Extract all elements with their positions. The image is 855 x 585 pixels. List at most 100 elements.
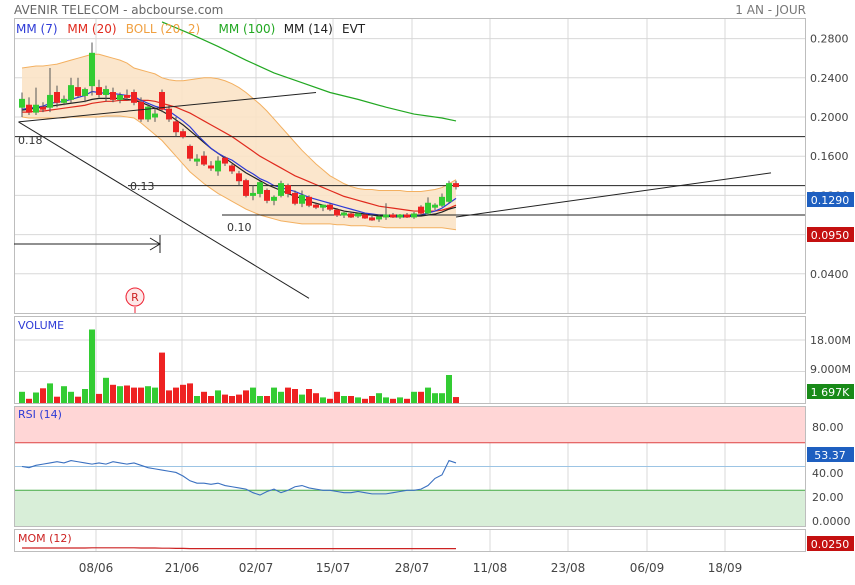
volume-bar [194, 396, 200, 403]
candle-body [173, 121, 179, 133]
chart-title: AVENIR TELECOM - abcbourse.com [14, 3, 223, 17]
volume-bar [257, 396, 263, 403]
candle-body [222, 157, 228, 164]
date-tick-label: 23/08 [551, 561, 586, 575]
candle-body [348, 213, 354, 218]
legend-item: MM (100) [219, 22, 276, 36]
event-marker-label: R [131, 291, 139, 304]
volume-value: 1 697K [811, 386, 850, 399]
candle-body [187, 145, 193, 159]
price-axis: 0.28000.24000.20000.16000.12000.08000.04… [810, 33, 849, 281]
volume-bar [187, 383, 193, 403]
volume-bar [222, 394, 228, 403]
volume-bar [341, 396, 347, 403]
volume-bar [61, 386, 67, 403]
volume-bar [271, 387, 277, 403]
candle-body [334, 209, 340, 216]
volume-bar [75, 396, 81, 403]
date-axis: 08/06 21/06 02/07 15/07 28/07 11/08 23/08 06/09… [79, 561, 743, 575]
last-price-badge: 0.1290 [807, 192, 854, 207]
volume-bar [446, 375, 452, 403]
volume-bar [54, 396, 60, 403]
volume-bar [264, 396, 270, 403]
volume-bar [432, 393, 438, 403]
candle-body [54, 92, 60, 103]
candle-body [320, 204, 326, 208]
rsi-tick-80: 80.00 [812, 421, 844, 434]
candle-body [47, 94, 53, 108]
price-tick-label: 0.2400 [810, 72, 849, 85]
candle-body [208, 165, 214, 169]
volume-bar [425, 387, 431, 403]
candle-body [299, 194, 305, 204]
candle-body [152, 113, 158, 118]
volume-tick-9m: 9.000M [810, 363, 851, 376]
candle-body [369, 217, 375, 221]
period-label[interactable]: 1 AN - JOUR [735, 3, 806, 17]
date-tick-label: 06/09 [630, 561, 665, 575]
candle-body [257, 182, 263, 194]
volume-bar [96, 393, 102, 403]
volume-bar [180, 384, 186, 403]
level-label-018: 0.18 [18, 134, 43, 147]
volume-bar [404, 398, 410, 403]
date-tick-label: 15/07 [316, 561, 351, 575]
volume-bar [285, 387, 291, 403]
volume-bar [383, 397, 389, 403]
rsi-line [21, 459, 457, 496]
candle-body [159, 92, 165, 110]
last-price-value: 0.1290 [811, 194, 850, 207]
candle-body [75, 87, 81, 96]
arrow-annotation[interactable] [14, 235, 161, 253]
candlesticks [19, 42, 459, 222]
candle-body [131, 92, 137, 103]
level-price-badge: 0.0950 [807, 227, 854, 242]
mm100-line [161, 21, 457, 122]
candle-body [110, 92, 116, 100]
volume-bar [89, 329, 95, 403]
volume-panel-title: VOLUME [18, 319, 64, 332]
volume-bar [299, 394, 305, 403]
candle-body [236, 173, 242, 182]
candle-body [432, 204, 438, 208]
volume-bar [376, 393, 382, 403]
trendline [455, 172, 772, 218]
price-tick-label: 0.2800 [810, 33, 849, 46]
volume-bar [453, 397, 459, 403]
legend-item: MM (7) [16, 22, 58, 36]
volume-badge: 1 697K [807, 384, 854, 399]
candle-body [411, 213, 417, 218]
candle-body [418, 206, 424, 214]
trendline [18, 121, 310, 299]
legend-item: MM (20) [67, 22, 116, 36]
event-marker[interactable]: R [125, 287, 145, 313]
candle-body [250, 192, 256, 196]
volume-bar [411, 391, 417, 403]
candle-body [166, 108, 172, 120]
volume-bar [334, 391, 340, 403]
volume-bar [355, 397, 361, 403]
volume-bar [138, 387, 144, 403]
candle-body [376, 216, 382, 220]
price-tick-label: 0.2000 [810, 111, 849, 124]
volume-bar [418, 391, 424, 403]
candle-body [453, 183, 459, 188]
volume-bar [117, 386, 123, 403]
candle-body [89, 52, 95, 87]
candle-body [68, 85, 74, 100]
candle-body [194, 158, 200, 162]
volume-bar [124, 385, 130, 403]
price-panel [14, 18, 806, 314]
trendlines [18, 92, 772, 299]
candle-body [306, 196, 312, 206]
candle-body [355, 213, 361, 217]
trendline [18, 92, 317, 123]
date-tick-label: 11/08 [473, 561, 508, 575]
legend-item: MM (14) [284, 22, 333, 36]
date-tick-label: 08/06 [79, 561, 114, 575]
candle-body [40, 106, 46, 110]
volume-bar [292, 389, 298, 403]
candle-body [19, 98, 25, 108]
candle-body [292, 192, 298, 204]
volume-bar [33, 392, 39, 403]
